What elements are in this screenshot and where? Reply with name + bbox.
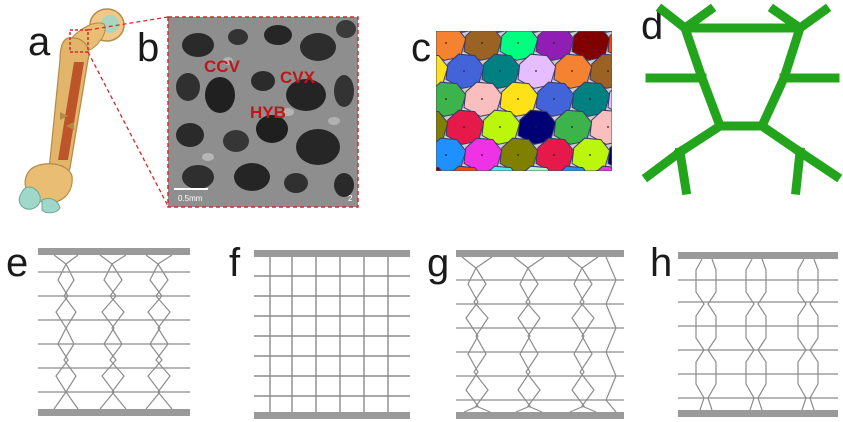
label-hyb: HYB (250, 103, 286, 122)
voronoi-seed (445, 98, 447, 100)
voronoi-cell (560, 165, 587, 171)
panel-label-e: e (6, 241, 29, 285)
lattice-h (678, 252, 838, 417)
trabecular-pores (176, 20, 356, 197)
voronoi-seed (589, 154, 591, 156)
panel-label-d: d (641, 4, 664, 48)
voronoi-cell (553, 109, 593, 145)
panel-label-g: g (427, 241, 450, 285)
voronoi-cell (436, 54, 449, 87)
voronoi-cell (481, 53, 521, 89)
femur-bone (18, 8, 125, 214)
label-cvx: CVX (280, 68, 316, 87)
voronoi-cell (436, 31, 467, 61)
voronoi-seed (517, 98, 519, 100)
voronoi-cell (436, 110, 449, 143)
voronoi-seed (589, 98, 591, 100)
voronoi-seed (535, 70, 537, 72)
voronoi-seed (553, 154, 555, 156)
voronoi-seed (517, 42, 519, 44)
voronoi-seed (607, 126, 609, 128)
voronoi-seed (481, 98, 483, 100)
voronoi-cell (571, 137, 611, 171)
voronoi-seed (553, 98, 555, 100)
panel-label-f: f (229, 241, 241, 285)
voronoi-cell (436, 81, 467, 117)
voronoi-seed (499, 70, 501, 72)
voronoi-seed (463, 126, 465, 128)
lattice-f (254, 250, 410, 419)
voronoi-cell (553, 53, 593, 89)
voronoi-seed (571, 126, 573, 128)
voronoi-cell (481, 109, 521, 145)
voronoi-tessellation (436, 31, 612, 171)
voronoi-seed (445, 42, 447, 44)
scale-bar-label: 0.5mm (178, 194, 203, 203)
voronoi-seed (607, 70, 609, 72)
voronoi-cell (499, 31, 539, 61)
sem-micrograph: CCV CVX HYB 0.5mm 2 (167, 16, 359, 208)
voronoi-cell (517, 109, 557, 145)
label-ccv: CCV (204, 57, 241, 76)
voronoi-cell (445, 109, 485, 145)
voronoi-seed (481, 42, 483, 44)
voronoi-cell (589, 53, 612, 89)
voronoi-cell (517, 53, 557, 89)
voronoi-cell (445, 53, 485, 89)
voronoi-cell (463, 81, 503, 117)
voronoi-cell (436, 166, 443, 171)
panel-label-b: b (137, 26, 160, 70)
voronoi-cell (524, 165, 551, 171)
voronoi-seed (481, 154, 483, 156)
voronoi-cell (596, 165, 612, 171)
voronoi-cell (488, 165, 515, 171)
voronoi-cell (436, 137, 467, 171)
voronoi-cell (499, 137, 539, 171)
voronoi-cell (452, 165, 479, 171)
voronoi-cell (607, 89, 612, 111)
voronoi-cell (499, 81, 539, 117)
corner-mark: 2 (348, 194, 353, 203)
lattice-g (456, 250, 624, 419)
voronoi-seed (553, 42, 555, 44)
voronoi-seed (571, 70, 573, 72)
lattice-e (38, 248, 190, 416)
voronoi-cell (535, 81, 575, 117)
voronoi-cell (463, 31, 503, 61)
voronoi-seed (499, 126, 501, 128)
voronoi-seed (445, 154, 447, 156)
voronoi-cell (463, 137, 503, 171)
voronoi-cell (535, 137, 575, 171)
voronoi-cell (571, 81, 611, 117)
voronoi-cell (607, 145, 612, 167)
voronoi-cell (589, 109, 612, 145)
panel-label-h: h (650, 241, 673, 285)
voronoi-seed (589, 42, 591, 44)
panel-label-a: a (28, 20, 51, 64)
voronoi-cell (607, 33, 612, 55)
panel-label-c: c (411, 26, 431, 70)
voronoi-seed (535, 126, 537, 128)
voronoi-cell (535, 31, 575, 61)
strut-skeleton (641, 3, 843, 196)
voronoi-seed (463, 70, 465, 72)
voronoi-cell (571, 31, 611, 61)
voronoi-seed (517, 154, 519, 156)
